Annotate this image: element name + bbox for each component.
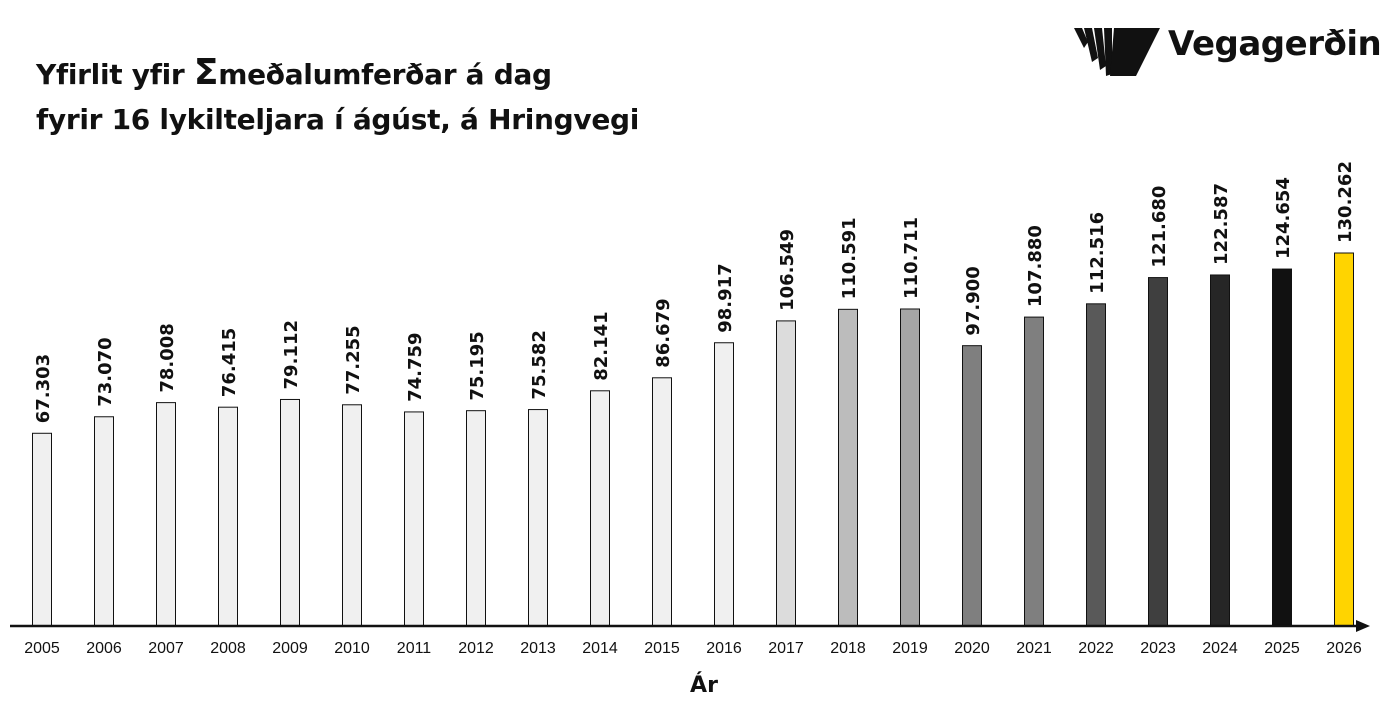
title-line-2: fyrir 16 lykilteljara í ágúst, á Hringve… [36, 103, 640, 136]
x-tick-2007: 2007 [148, 640, 184, 657]
data-label-2024: 122.587 [1211, 183, 1232, 265]
bar-2023 [1148, 277, 1168, 627]
data-label-2006: 73.070 [95, 337, 116, 406]
data-label-2021: 107.880 [1025, 225, 1046, 307]
data-label-2026: 130.262 [1335, 161, 1356, 243]
title-text-1: Yfirlit yfir [36, 58, 194, 91]
data-label-2018: 110.591 [839, 217, 860, 299]
data-label-2014: 82.141 [591, 311, 612, 380]
x-tick-2024: 2024 [1202, 640, 1238, 657]
bar-2019 [900, 308, 920, 627]
data-label-2013: 75.582 [529, 330, 550, 399]
data-label-2012: 75.195 [467, 331, 488, 400]
x-tick-2021: 2021 [1016, 640, 1052, 657]
data-label-2016: 98.917 [715, 263, 736, 332]
x-tick-2018: 2018 [830, 640, 866, 657]
data-label-2025: 124.654 [1273, 177, 1294, 259]
bar-2025 [1272, 268, 1292, 627]
x-tick-2012: 2012 [458, 640, 494, 657]
x-tick-2026: 2026 [1326, 640, 1362, 657]
data-label-2005: 67.303 [33, 354, 54, 423]
bar-2016 [714, 342, 734, 627]
title-line-1: Yfirlit yfir Σmeðalumferðar á dag [36, 50, 639, 97]
bar-2026 [1334, 252, 1354, 627]
x-tick-2015: 2015 [644, 640, 680, 657]
x-tick-2019: 2019 [892, 640, 928, 657]
data-label-2010: 77.255 [343, 325, 364, 394]
data-label-2020: 97.900 [963, 266, 984, 335]
chart-title: Yfirlit yfir Σmeðalumferðar á dag fyrir … [36, 50, 639, 142]
x-axis-label: Ár [690, 672, 718, 698]
data-label-2019: 110.711 [901, 217, 922, 299]
x-tick-2006: 2006 [86, 640, 122, 657]
data-label-2022: 112.516 [1087, 212, 1108, 294]
x-tick-2025: 2025 [1264, 640, 1300, 657]
x-tick-2014: 2014 [582, 640, 618, 657]
bar-2008 [218, 406, 238, 627]
bar-2012 [466, 410, 486, 627]
vegagerdin-logo: Vegagerðin [1072, 22, 1382, 82]
bar-2017 [776, 320, 796, 627]
logo-stripes-icon [1074, 28, 1160, 76]
x-tick-2022: 2022 [1078, 640, 1114, 657]
sigma-symbol: Σ [193, 52, 219, 93]
logo-text: Vegagerðin [1168, 24, 1382, 64]
x-tick-2013: 2013 [520, 640, 556, 657]
x-tick-2016: 2016 [706, 640, 742, 657]
bar-2006 [94, 416, 114, 627]
data-label-2017: 106.549 [777, 229, 798, 311]
bar-2009 [280, 398, 300, 627]
data-label-2008: 76.415 [219, 328, 240, 397]
bar-2018 [838, 308, 858, 627]
x-tick-2008: 2008 [210, 640, 246, 657]
data-label-2009: 79.112 [281, 320, 302, 389]
bar-2011 [404, 411, 424, 627]
bar-2007 [156, 402, 176, 627]
bar-2020 [962, 345, 982, 627]
bar-2005 [32, 432, 52, 627]
bar-2021 [1024, 316, 1044, 627]
x-tick-2020: 2020 [954, 640, 990, 657]
bar-2014 [590, 390, 610, 627]
data-label-2015: 86.679 [653, 298, 674, 367]
bar-2010 [342, 404, 362, 627]
bar-2015 [652, 377, 672, 627]
bar-2013 [528, 409, 548, 627]
bar-2024 [1210, 274, 1230, 627]
data-label-2023: 121.680 [1149, 186, 1170, 268]
x-tick-2005: 2005 [24, 640, 60, 657]
title-text-2: meðalumferðar á dag [218, 58, 552, 91]
x-tick-2023: 2023 [1140, 640, 1176, 657]
x-tick-2010: 2010 [334, 640, 370, 657]
data-label-2011: 74.759 [405, 332, 426, 401]
x-tick-2017: 2017 [768, 640, 804, 657]
x-tick-2009: 2009 [272, 640, 308, 657]
x-axis-arrow-icon [1356, 620, 1370, 632]
data-label-2007: 78.008 [157, 323, 178, 392]
x-tick-2011: 2011 [397, 640, 432, 657]
bar-2022 [1086, 303, 1106, 627]
